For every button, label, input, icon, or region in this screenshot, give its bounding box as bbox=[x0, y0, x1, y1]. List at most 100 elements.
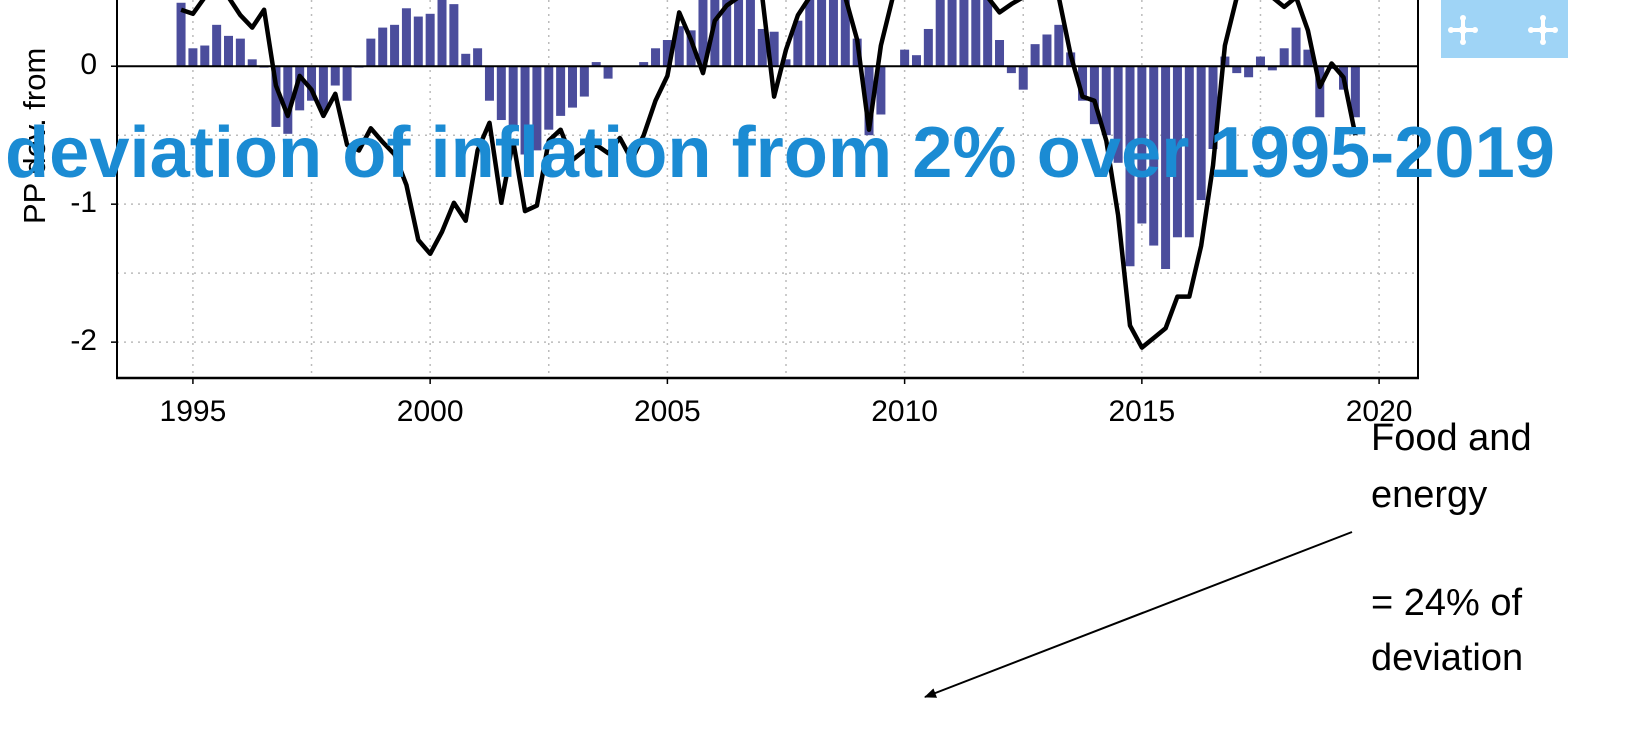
bar bbox=[793, 20, 803, 67]
x-tick-label: 1995 bbox=[160, 395, 227, 428]
bar bbox=[651, 48, 661, 67]
bar bbox=[1267, 66, 1277, 71]
bar bbox=[544, 66, 554, 130]
bar bbox=[1161, 66, 1171, 270]
bar bbox=[1303, 49, 1313, 67]
x-tick-label: 2020 bbox=[1346, 395, 1413, 428]
bar bbox=[556, 66, 566, 116]
bar bbox=[1101, 66, 1111, 136]
bar bbox=[247, 59, 257, 67]
bar bbox=[734, 0, 744, 67]
bar bbox=[662, 40, 672, 67]
bar bbox=[710, 0, 720, 67]
bar bbox=[935, 0, 945, 67]
bar bbox=[781, 59, 791, 67]
bar bbox=[1125, 66, 1135, 267]
bar bbox=[1232, 66, 1242, 74]
bar bbox=[1018, 66, 1028, 90]
bar bbox=[1208, 66, 1218, 149]
bar bbox=[473, 48, 483, 67]
icon bbox=[1448, 15, 1478, 45]
bar bbox=[330, 66, 340, 86]
icon bbox=[1528, 15, 1558, 45]
bar bbox=[745, 0, 755, 67]
bar bbox=[579, 66, 589, 97]
bar bbox=[496, 66, 506, 121]
bar bbox=[828, 0, 838, 67]
bar bbox=[817, 0, 827, 67]
bar bbox=[983, 0, 993, 67]
x-tick-label: 2000 bbox=[397, 395, 464, 428]
annotation-line: Food and bbox=[1371, 417, 1532, 459]
bar bbox=[769, 31, 779, 67]
bar bbox=[318, 66, 328, 111]
bar bbox=[639, 62, 649, 67]
bar bbox=[1244, 66, 1254, 78]
bar bbox=[307, 66, 317, 101]
bar bbox=[959, 0, 969, 67]
annotation-line: = 24% of bbox=[1371, 582, 1522, 624]
bar bbox=[1078, 66, 1088, 101]
bar bbox=[508, 66, 518, 126]
bar bbox=[1255, 56, 1265, 67]
annotation-line: energy bbox=[1371, 474, 1487, 516]
arrow bbox=[924, 531, 1353, 698]
y-tick-label: 0 bbox=[80, 48, 97, 81]
bar bbox=[1054, 24, 1064, 67]
bar bbox=[200, 45, 210, 67]
line bbox=[180, 0, 1358, 350]
bar bbox=[235, 38, 245, 67]
bar bbox=[425, 13, 435, 67]
bar bbox=[366, 38, 376, 67]
x-tick-label: 2015 bbox=[1108, 395, 1175, 428]
bar bbox=[686, 30, 696, 67]
bar bbox=[212, 24, 222, 67]
bar bbox=[342, 66, 352, 101]
x-tick-label: 2010 bbox=[871, 395, 938, 428]
bar bbox=[567, 66, 577, 108]
y-tick-label: -1 bbox=[70, 186, 97, 219]
bar bbox=[176, 2, 186, 67]
bar bbox=[1149, 66, 1159, 246]
bar bbox=[283, 66, 293, 134]
bar bbox=[722, 0, 732, 67]
bar bbox=[378, 27, 388, 67]
bar bbox=[1350, 66, 1360, 118]
bar bbox=[1279, 48, 1289, 67]
bar bbox=[532, 66, 542, 151]
bar bbox=[1172, 66, 1182, 238]
bar bbox=[1184, 66, 1194, 238]
slide-title: deviation of inflation from 2% over 1995… bbox=[5, 113, 1555, 193]
bar bbox=[1089, 66, 1099, 125]
bar bbox=[1113, 66, 1123, 163]
bar bbox=[461, 53, 471, 67]
bar bbox=[603, 66, 613, 79]
annotation: Food and energy = 24% of deviation bbox=[1371, 417, 1532, 679]
bar bbox=[1137, 66, 1147, 224]
bar bbox=[1196, 66, 1206, 201]
bar bbox=[401, 8, 411, 67]
bar bbox=[911, 55, 921, 67]
bar bbox=[674, 26, 684, 67]
bar bbox=[698, 0, 708, 67]
bar bbox=[1315, 66, 1325, 118]
bar bbox=[1291, 27, 1301, 67]
y-tick-label: -2 bbox=[70, 324, 97, 357]
tick-labels: -2 -1 0 1995 2000 2005 2010 2015 2020 bbox=[70, 48, 1412, 428]
bar bbox=[1006, 66, 1016, 74]
bar bbox=[224, 35, 234, 67]
bar bbox=[864, 66, 874, 136]
bar bbox=[188, 48, 198, 67]
bar bbox=[947, 0, 957, 67]
axes bbox=[116, 0, 1419, 380]
plot-area bbox=[117, 0, 1418, 350]
bar bbox=[900, 49, 910, 67]
y-axis-label: PP dev. from bbox=[17, 48, 52, 224]
bar bbox=[413, 16, 423, 67]
bar bbox=[1030, 44, 1040, 67]
bar bbox=[449, 4, 459, 67]
bar bbox=[876, 66, 886, 115]
bar bbox=[971, 0, 981, 67]
